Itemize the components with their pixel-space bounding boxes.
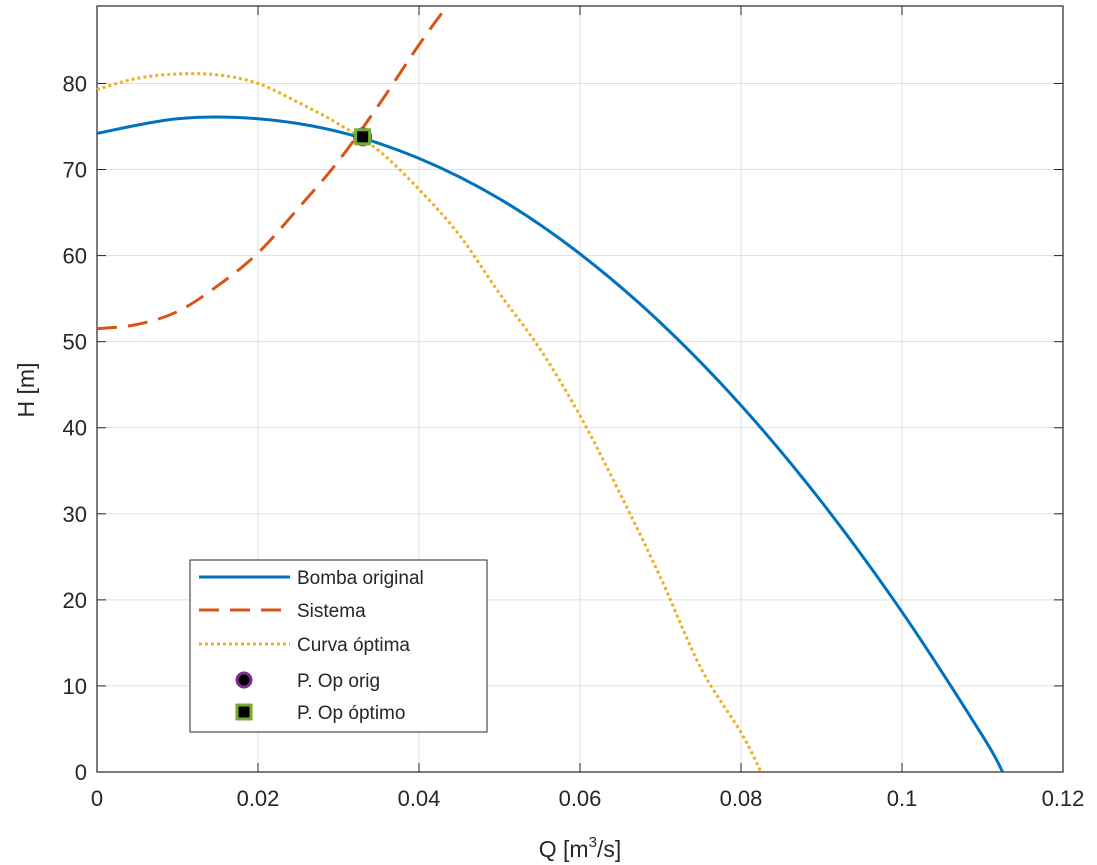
x-tick-labels: 0 0.02 0.04 0.06 0.08 0.1 0.12 [91,786,1085,811]
legend-label-bomba-original: Bomba original [297,568,424,589]
legend: Bomba original Sistema Curva óptima P. O… [189,559,488,733]
legend-label-p-op-optimo: P. Op óptimo [297,703,405,724]
y-tick-label: 80 [63,71,87,96]
legend-box [189,559,488,733]
legend-marker-p-op-orig [235,671,253,689]
series-lines [96,5,1004,773]
series-line-curva-optima [96,72,763,773]
x-tick-label: 0.02 [237,786,280,811]
x-tick-label: 0.1 [887,786,918,811]
tick-marks [96,6,1064,773]
y-tick-label: 70 [63,158,87,183]
x-tick-label: 0.12 [1042,786,1085,811]
x-tick-label: 0.08 [720,786,763,811]
x-tick-label: 0.06 [559,786,602,811]
legend-label-sistema: Sistema [297,601,366,622]
legend-label-p-op-orig: P. Op orig [297,671,380,692]
operating-points [353,127,373,147]
x-axis-label-suffix: /s] [597,836,621,862]
y-tick-labels: 0 10 20 30 40 50 60 70 80 [63,71,87,785]
x-tick-label: 0 [91,786,103,811]
series-line-bomba-original [96,115,1004,773]
y-tick-label: 0 [75,760,87,785]
legend-marker-p-op-optimo [235,703,253,721]
y-tick-label: 10 [63,674,87,699]
point-marker-p-op-optimo [354,128,372,146]
y-tick-label: 30 [63,502,87,527]
x-axis-label-superscript: 3 [589,834,597,851]
y-tick-label: 40 [63,416,87,441]
x-tick-label: 0.04 [398,786,441,811]
y-tick-label: 50 [63,330,87,355]
x-axis-label: Q [m3/s] [539,834,621,862]
x-axis-label-prefix: Q [m [539,836,589,862]
y-tick-label: 20 [63,588,87,613]
series-line-sistema [96,5,449,331]
legend-label-curva-optima: Curva óptima [297,635,410,656]
y-tick-label: 60 [63,244,87,269]
y-axis-label: H [m] [13,363,39,418]
